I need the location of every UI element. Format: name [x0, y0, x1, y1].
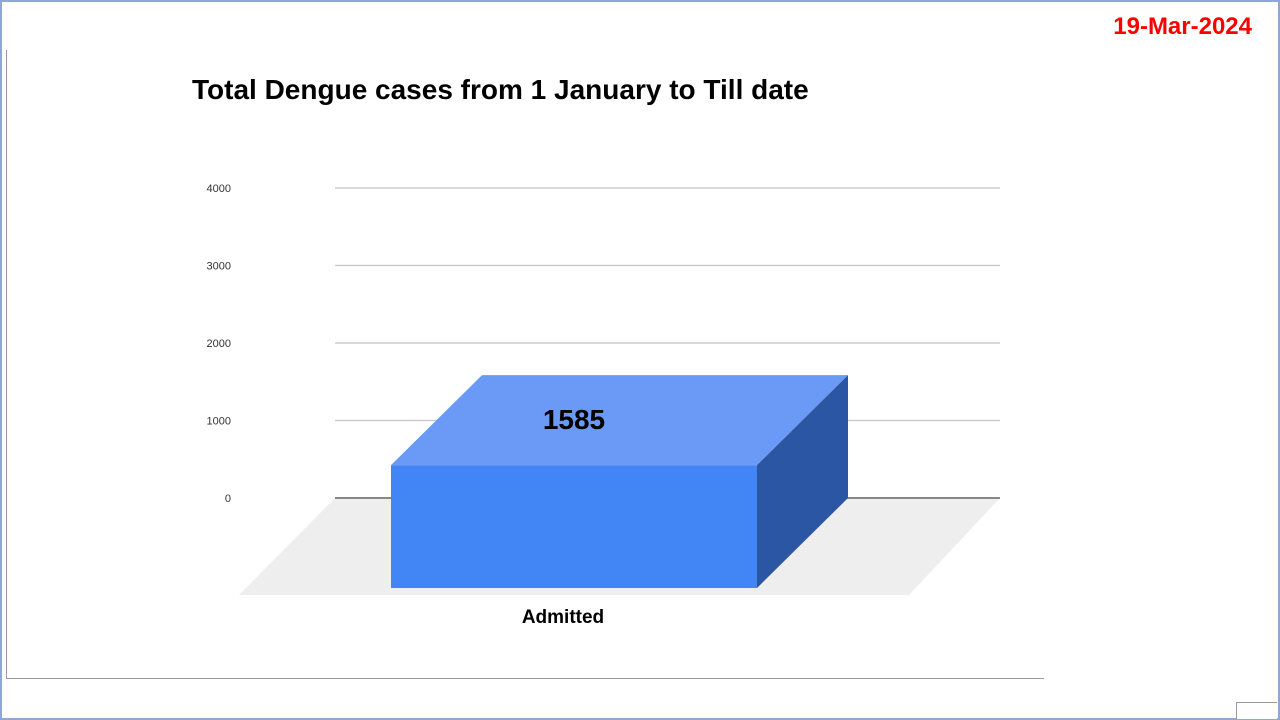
labels: 1585 Admitted	[522, 404, 605, 628]
report-date: 19-Mar-2024	[1113, 13, 1252, 40]
y-tick-label: 4000	[207, 183, 231, 195]
left-border-line	[6, 50, 7, 678]
bar-top-face	[391, 375, 848, 466]
bars	[391, 375, 848, 588]
y-tick-label: 1000	[207, 416, 231, 428]
chart-title: Total Dengue cases from 1 January to Til…	[192, 74, 809, 105]
bar	[391, 465, 757, 588]
y-axis-ticks: 0 1000 2000 3000 4000	[207, 183, 231, 505]
bottom-border-line	[6, 678, 1044, 679]
data-label: 1585	[543, 404, 605, 435]
corner-box	[1236, 702, 1277, 719]
category-label: Admitted	[522, 607, 604, 628]
bar-side-face	[757, 375, 848, 588]
y-tick-label: 3000	[207, 261, 231, 273]
y-tick-label: 2000	[207, 338, 231, 350]
y-tick-label: 0	[225, 493, 231, 505]
